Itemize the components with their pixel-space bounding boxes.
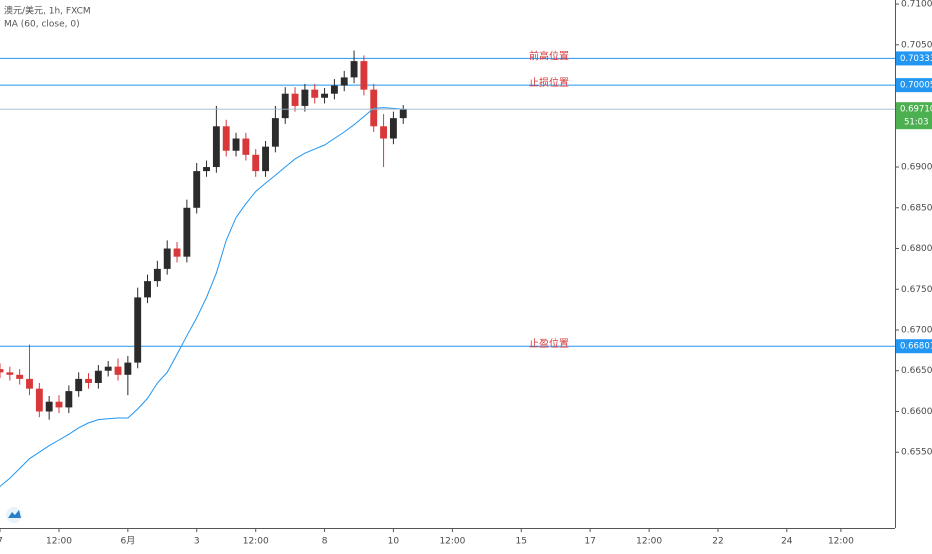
x-tick-label: 17 — [584, 537, 595, 547]
level-annotation: 止盈位置 — [529, 337, 569, 350]
x-tick-label: 22 — [712, 537, 723, 547]
level-price-tag — [896, 339, 932, 354]
last-price-label: 0.69710 — [900, 105, 932, 115]
candle-body — [291, 93, 299, 106]
x-tick-label: 8 — [322, 537, 328, 547]
candle-body — [26, 378, 33, 389]
candle-body — [65, 391, 73, 408]
candle-body — [193, 171, 201, 208]
x-tick-label: 6月 — [120, 536, 135, 547]
x-tick-label: 3 — [194, 537, 200, 547]
candle-body — [380, 126, 388, 139]
candle-body — [104, 366, 112, 371]
candle-body — [173, 248, 181, 257]
candle-body — [203, 167, 210, 172]
candle-body — [114, 366, 122, 375]
candle-body — [232, 138, 240, 151]
level-annotation: 前高位置 — [529, 49, 569, 62]
candle-body — [212, 126, 220, 168]
candle-body — [252, 154, 260, 172]
candle-body — [6, 372, 14, 375]
candle-body — [311, 89, 319, 98]
logo — [6, 507, 22, 523]
candle-body — [321, 93, 329, 98]
candle-body — [350, 61, 358, 78]
candle-body — [389, 118, 397, 139]
candle-body — [55, 401, 63, 408]
candle-body — [340, 77, 348, 86]
level-price-label: 0.70005 — [900, 81, 932, 91]
x-tick-label: 24 — [781, 537, 793, 547]
level-price-tag — [896, 51, 932, 66]
chart-title: 澳元/美元, 1h, FXCM — [4, 5, 91, 17]
candle-body — [281, 93, 289, 119]
candle-body — [45, 401, 53, 412]
candle-body — [242, 138, 250, 155]
candle-body — [35, 388, 43, 412]
candle-body — [163, 248, 171, 269]
candle-body — [183, 207, 191, 257]
level-price-label: 0.66801 — [900, 342, 932, 352]
candle-body — [134, 297, 142, 363]
ma-line — [0, 107, 404, 487]
candle-body — [153, 268, 161, 282]
level-price-tag — [896, 78, 932, 93]
candle-body — [330, 85, 338, 94]
candle-body — [360, 61, 368, 90]
candle-body — [399, 109, 407, 119]
level-price-label: 0.70333 — [900, 54, 932, 64]
x-tick-label: 12:00 — [439, 537, 465, 547]
candle-body — [301, 89, 309, 106]
candle-body — [222, 126, 230, 151]
x-tick-label: 12:00 — [828, 537, 854, 547]
x-tick-label: 12:00 — [636, 537, 662, 547]
candle-body — [124, 362, 132, 375]
candle-body — [75, 378, 83, 392]
candle-body — [262, 146, 269, 172]
candle-body — [144, 281, 151, 298]
candle-body — [85, 378, 92, 383]
candle-body — [94, 370, 102, 383]
last-price-tag — [896, 102, 932, 130]
candle-body — [16, 374, 24, 379]
level-annotation: 止损位置 — [529, 76, 569, 89]
x-tick-label: 12:00 — [243, 537, 269, 547]
x-tick-label: 15 — [516, 537, 527, 547]
y-tick-label: 0.71000 — [901, 0, 932, 10]
x-tick-label: 7 — [0, 537, 3, 547]
x-tick-label: 12:00 — [46, 537, 72, 547]
candle-body — [271, 118, 279, 147]
countdown-label: 51:03 — [904, 118, 929, 128]
indicator-label: MA (60, close, 0) — [4, 20, 80, 30]
x-tick-label: 10 — [388, 537, 400, 547]
candle-body — [0, 369, 4, 373]
